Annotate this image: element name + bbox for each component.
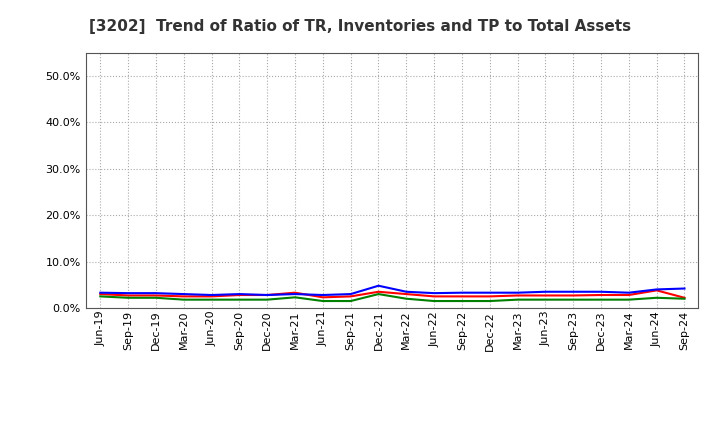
Trade Payables	[124, 295, 132, 301]
Trade Payables	[485, 298, 494, 304]
Trade Payables	[652, 295, 661, 301]
Trade Payables	[179, 297, 188, 302]
Trade Receivables	[569, 293, 577, 298]
Trade Receivables	[541, 293, 550, 298]
Trade Receivables	[485, 294, 494, 299]
Trade Receivables	[235, 292, 243, 297]
Trade Payables	[152, 295, 161, 301]
Trade Payables	[374, 291, 383, 297]
Trade Payables	[430, 298, 438, 304]
Trade Receivables	[318, 295, 327, 300]
Inventories	[346, 291, 355, 297]
Trade Receivables	[124, 293, 132, 298]
Trade Receivables	[263, 292, 271, 297]
Trade Receivables	[624, 292, 633, 297]
Trade Payables	[624, 297, 633, 302]
Text: [3202]  Trend of Ratio of TR, Inventories and TP to Total Assets: [3202] Trend of Ratio of TR, Inventories…	[89, 19, 631, 34]
Inventories	[541, 289, 550, 294]
Inventories	[513, 290, 522, 295]
Trade Payables	[597, 297, 606, 302]
Inventories	[235, 291, 243, 297]
Trade Receivables	[458, 294, 467, 299]
Inventories	[207, 292, 216, 297]
Inventories	[597, 289, 606, 294]
Trade Payables	[207, 297, 216, 302]
Trade Receivables	[152, 293, 161, 298]
Trade Payables	[541, 297, 550, 302]
Trade Receivables	[346, 294, 355, 299]
Trade Receivables	[374, 289, 383, 294]
Inventories	[124, 290, 132, 296]
Trade Payables	[569, 297, 577, 302]
Trade Receivables	[597, 292, 606, 297]
Inventories	[318, 292, 327, 297]
Trade Receivables	[513, 293, 522, 298]
Trade Payables	[513, 297, 522, 302]
Inventories	[374, 283, 383, 288]
Inventories	[569, 289, 577, 294]
Trade Payables	[318, 298, 327, 304]
Trade Payables	[291, 295, 300, 300]
Trade Receivables	[96, 291, 104, 297]
Line: Trade Payables: Trade Payables	[100, 294, 685, 301]
Inventories	[152, 290, 161, 296]
Inventories	[680, 286, 689, 291]
Line: Inventories: Inventories	[100, 286, 685, 295]
Trade Payables	[346, 298, 355, 304]
Trade Payables	[680, 296, 689, 301]
Trade Receivables	[402, 291, 410, 297]
Trade Payables	[402, 296, 410, 301]
Trade Receivables	[652, 288, 661, 293]
Trade Receivables	[430, 294, 438, 299]
Trade Payables	[96, 294, 104, 299]
Trade Receivables	[179, 294, 188, 299]
Inventories	[291, 291, 300, 297]
Trade Payables	[235, 297, 243, 302]
Trade Receivables	[291, 290, 300, 295]
Inventories	[624, 290, 633, 295]
Trade Payables	[458, 298, 467, 304]
Inventories	[179, 291, 188, 297]
Inventories	[402, 289, 410, 294]
Inventories	[458, 290, 467, 295]
Trade Receivables	[680, 295, 689, 301]
Inventories	[652, 287, 661, 292]
Trade Receivables	[207, 294, 216, 299]
Inventories	[96, 290, 104, 295]
Line: Trade Receivables: Trade Receivables	[100, 290, 685, 298]
Inventories	[430, 290, 438, 296]
Inventories	[263, 292, 271, 297]
Inventories	[485, 290, 494, 295]
Trade Payables	[263, 297, 271, 302]
